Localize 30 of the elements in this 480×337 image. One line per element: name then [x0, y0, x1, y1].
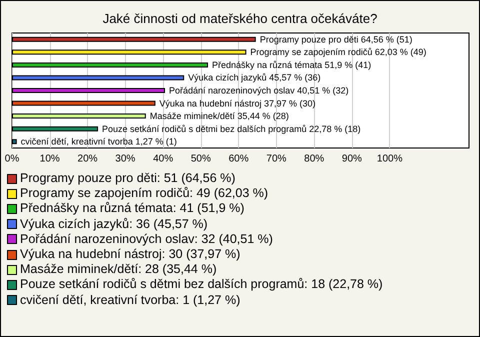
data-label: Pouze setkání rodičů s dětmi bez dalších programů 22,78 % (18) [102, 124, 361, 134]
data-label: Programy pouze pro děti 64,56 % (51) [260, 34, 412, 44]
text: Programy se zapojením rodičů: 49 (62,03 %) [20, 186, 268, 202]
text: Masáže miminek/dětí: 28 (35,44 %) [20, 262, 217, 278]
x-tick-label: 90% [342, 154, 362, 164]
text: cvičení dětí, kreativní tvorba: 1 (1,27 %) [20, 292, 240, 308]
data-label: Pořádání narozeninových oslav 40,51 % (32) [169, 86, 349, 96]
x-tick-label: 50% [190, 154, 211, 164]
x-tick-label: 20% [78, 154, 98, 164]
data-label: Přednášky na různá témata 51,9 % (41) [212, 60, 372, 70]
x-tick-label: 40% [153, 154, 174, 164]
text: Programy pouze pro děti: 51 (64,56 %) [20, 171, 236, 186]
chart-title: Jaké činnosti od mateřského centra očekáváte? [102, 11, 378, 26]
data-label: cvičení dětí, kreativní tvorba 1,27 % (1) [20, 136, 177, 147]
x-tick-label: 0% [4, 154, 20, 164]
x-tick-label: 100% [376, 154, 403, 164]
text: Přednášky na různá témata: 41 (51,9 %) [20, 201, 244, 217]
x-tick-label: 70% [266, 154, 286, 164]
text: Výuka cizích jazyků: 36 (45,57 %) [20, 216, 208, 232]
text: Pořádání narozeninových oslav: 32 (40,51 %) [20, 232, 273, 248]
x-tick-label: 60% [228, 154, 249, 164]
x-tick-label: 30% [115, 154, 136, 164]
text: Výuka na hudební nástroj: 30 (37,97 %) [20, 247, 240, 262]
x-tick-label: 10% [40, 154, 60, 164]
data-label: Programy se zapojením rodičů 62,03 % (49) [250, 47, 426, 58]
data-label: Masáže miminek/dětí 35,44 % (28) [150, 111, 289, 122]
data-label: Výuka cizích jazyků 45,57 % (36) [188, 72, 321, 83]
data-label: Výuka na hudební nástroj 37,97 % (30) [159, 98, 316, 108]
x-tick-label: 80% [304, 154, 324, 164]
text: Pouze setkání rodičů s dětmi bez dalších programů: 18 (22,78 %) [20, 277, 383, 293]
